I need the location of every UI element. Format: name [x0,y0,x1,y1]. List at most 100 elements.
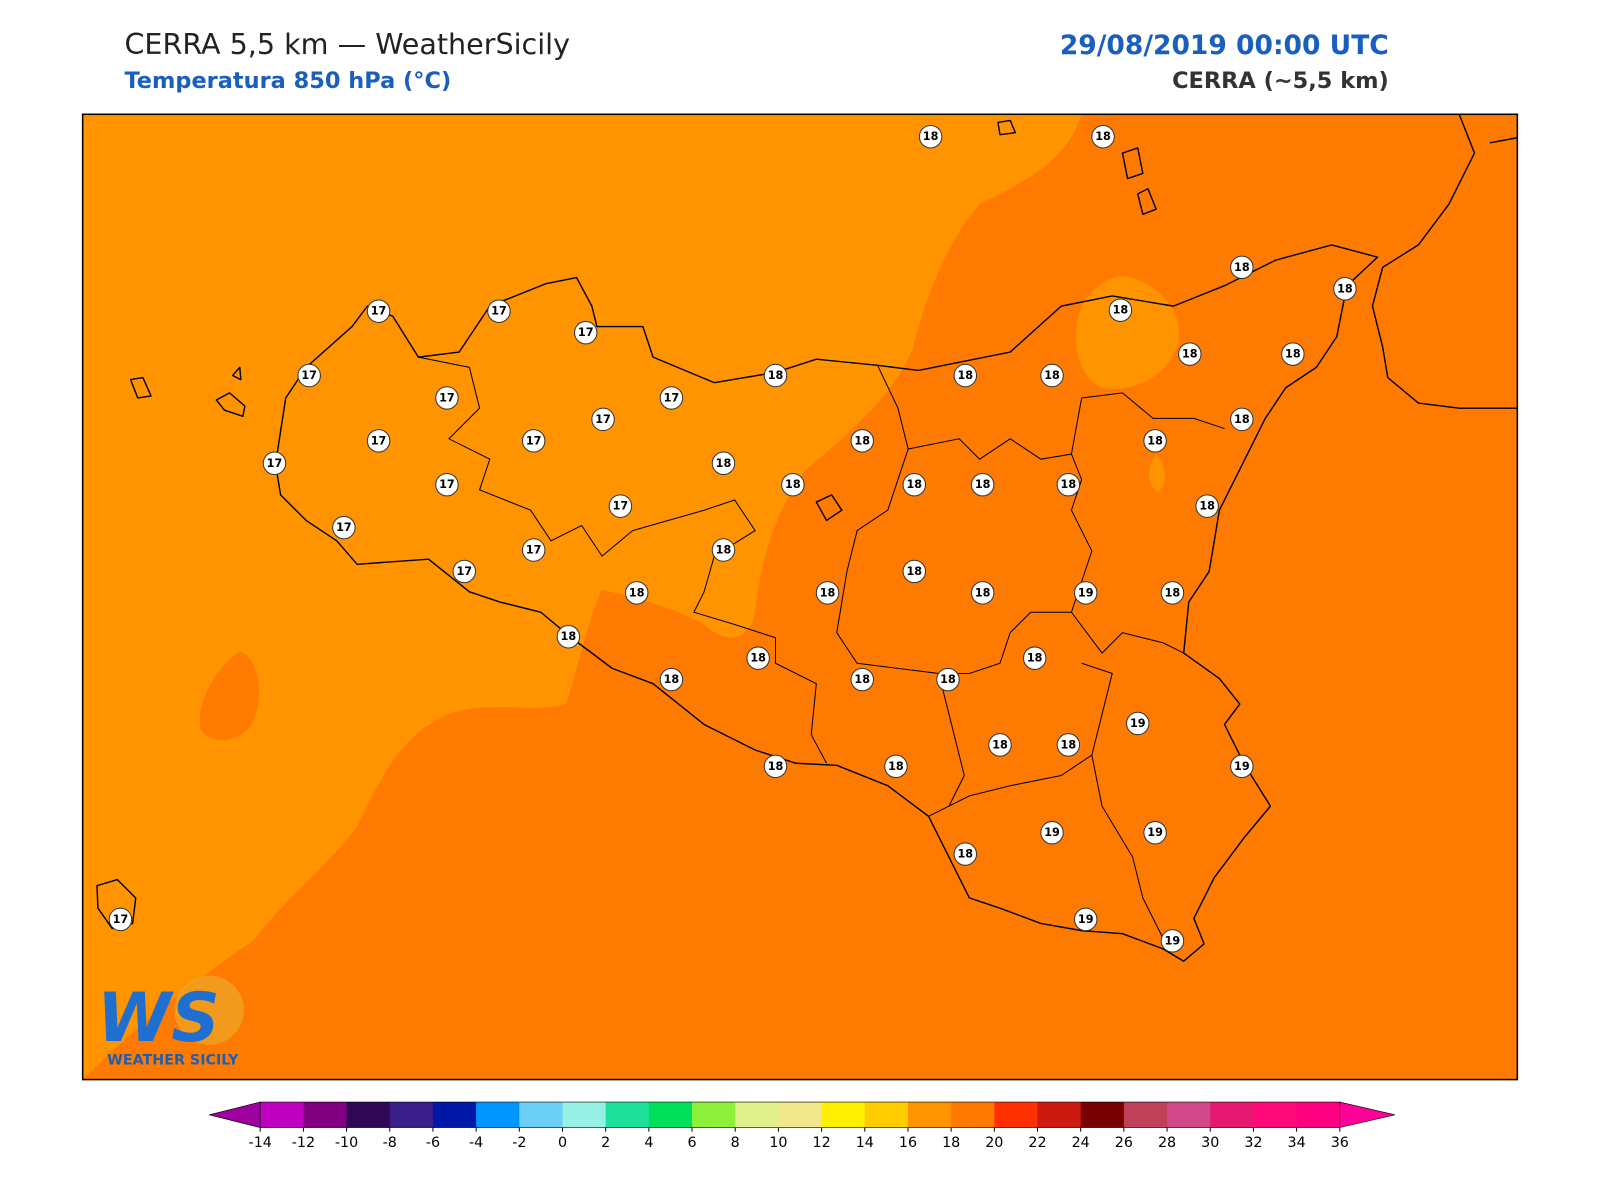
colorbar-segment [432,1102,477,1128]
station-marker [884,754,908,779]
colorbar-tick-label: 32 [1244,1135,1262,1151]
colorbar-tick-label: 24 [1072,1135,1090,1151]
station-marker [521,429,546,453]
station-value: 19 [1147,826,1163,839]
station-marker [435,386,459,410]
colorbar-segment [951,1102,995,1128]
station-value: 18 [1285,348,1301,361]
station-value: 18 [716,544,732,557]
station-value: 18 [1027,652,1043,665]
colorbar-segment [519,1102,563,1128]
station-value: 18 [750,652,766,665]
station-marker [297,363,321,388]
colorbar-tick-label: 0 [558,1135,567,1151]
field-17 [82,114,1082,1080]
station-marker [850,667,874,692]
colorbar-tick-label: -6 [426,1135,440,1151]
colorbar-tick-label: 36 [1331,1135,1349,1151]
title: CERRA 5,5 km — WeatherSicily [124,27,570,61]
station-marker [970,472,995,497]
station-marker [625,581,649,605]
colorbar-tick-label: 10 [769,1135,787,1151]
colorbar-tick-label: -12 [292,1135,315,1151]
station-value: 18 [923,130,939,143]
station-marker [608,494,633,518]
province-borders [418,356,1225,940]
station-value: 18 [1113,304,1129,317]
station-value: 18 [975,478,991,491]
colorbar-tick-label: -14 [249,1135,272,1151]
station-value: 17 [578,326,594,339]
colorbar-tick-label: 6 [688,1135,697,1151]
station-value: 18 [1095,130,1111,143]
station-marker [659,386,684,410]
model: CERRA (~5,5 km) [1172,68,1389,94]
colorbar-segment [303,1102,348,1128]
station-value: 17 [439,391,455,404]
station-marker [850,429,874,453]
colorbar-under [209,1101,261,1128]
colorbar-segment [1123,1102,1168,1128]
sicily-coast [274,244,1379,962]
station-marker [1230,255,1254,280]
station-value: 18 [957,848,973,861]
station-marker [1040,820,1064,845]
field-18-blob [199,651,259,740]
colorbar-tick-label: -4 [469,1135,483,1151]
station-marker [1073,907,1098,932]
station-marker [1143,429,1167,453]
logo-text: WS [97,978,220,1057]
colorbar-tick-label: 26 [1115,1135,1133,1151]
colorbar-segment [260,1102,304,1128]
colorbar-segment [1210,1102,1254,1128]
station-marker [1281,342,1305,366]
station-marker [953,363,978,388]
station-marker [1230,754,1254,779]
station-value: 19 [1078,586,1094,599]
station-value: 18 [992,738,1008,751]
station-marker [366,299,391,323]
station-marker [902,559,927,584]
colorbar-tick-label: 28 [1158,1135,1176,1151]
colorbar-segment [692,1102,736,1128]
station-value: 17 [526,544,542,557]
station-value: 18 [854,434,870,447]
station-marker [711,538,736,562]
station-value: 19 [1165,934,1181,947]
station-marker [936,667,960,692]
station-marker [1126,711,1150,736]
station-value: 18 [1165,586,1181,599]
colorbar-tick-label: 30 [1201,1135,1219,1151]
colorbar-tick-label: -2 [512,1135,526,1151]
station-marker [1178,342,1202,366]
colorbar-segment [346,1102,391,1128]
station-value: 18 [1234,261,1250,274]
colorbar-tick-label: 22 [1028,1135,1046,1151]
station-value: 17 [267,457,283,470]
field-17-blob [1148,454,1165,492]
station-value: 17 [301,369,317,382]
station-marker [1091,125,1115,149]
colorbar-segment [778,1102,823,1128]
colorbar-segment [389,1102,434,1128]
station-value: 17 [491,305,507,318]
station-marker [1022,646,1047,670]
station-marker [1160,581,1185,605]
station-value: 17 [595,413,611,426]
station-marker [1230,407,1254,432]
colorbar-segment [1037,1102,1082,1128]
station-marker [953,842,978,866]
station-marker [487,299,511,323]
colorbar-segment [605,1102,650,1128]
station-value: 18 [906,478,922,491]
station-marker [591,407,615,432]
colorbar-segment [1296,1102,1341,1128]
logo-tagline: WEATHER SICILY [107,1052,239,1068]
station-value: 18 [785,478,801,491]
station-value: 18 [629,586,645,599]
station-value: 17 [113,913,129,926]
station-marker [659,667,684,692]
station-value: 18 [940,673,956,686]
station-marker [1108,298,1133,322]
